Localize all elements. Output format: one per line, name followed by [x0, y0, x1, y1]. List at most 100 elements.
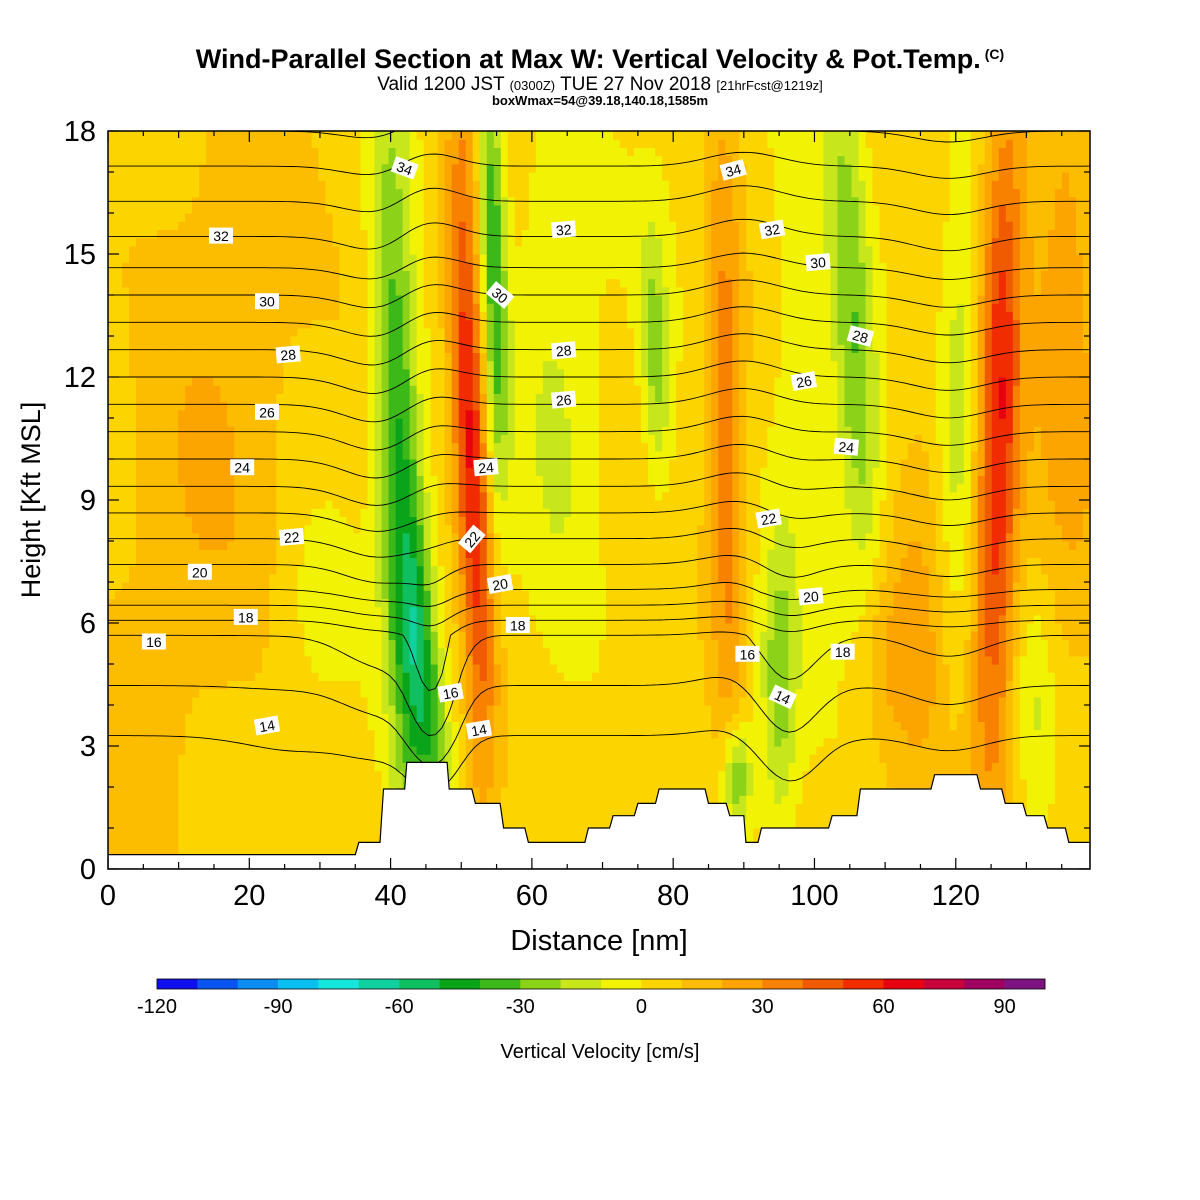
w-cell: [430, 254, 439, 263]
w-cell: [199, 524, 207, 534]
w-cell: [185, 590, 193, 599]
w-cell: [129, 491, 137, 501]
w-cell: [255, 131, 263, 140]
w-cell: [262, 565, 270, 575]
w-cell: [171, 598, 179, 608]
w-cell: [185, 491, 193, 501]
w-cell: [136, 377, 144, 386]
w-cell: [437, 385, 446, 394]
w-cell: [129, 245, 137, 255]
w-cell: [122, 655, 130, 665]
w-cell: [430, 139, 439, 148]
w-cell: [192, 549, 200, 558]
w-cell: [458, 696, 467, 706]
w-cell: [479, 286, 488, 296]
w-cell: [437, 532, 446, 542]
w-cell: [402, 680, 411, 690]
w-cell: [171, 459, 179, 468]
w-cell: [353, 139, 362, 148]
w-cell: [395, 319, 404, 329]
w-cell: [213, 541, 221, 550]
w-cell: [290, 368, 298, 378]
w-cell: [206, 385, 214, 394]
w-cell: [164, 746, 172, 755]
w-cell: [283, 286, 291, 296]
w-cell: [192, 327, 200, 337]
w-cell: [304, 549, 313, 558]
w-cell: [213, 172, 221, 181]
w-cell: [437, 721, 446, 731]
w-cell: [276, 196, 284, 206]
w-cell: [318, 819, 327, 829]
w-cell: [304, 196, 313, 206]
w-cell: [402, 713, 411, 722]
w-cell: [339, 344, 348, 353]
w-cell: [437, 409, 446, 419]
w-cell: [143, 688, 151, 698]
w-cell: [304, 541, 313, 550]
w-cell: [437, 196, 446, 206]
w-cell: [339, 729, 348, 739]
w-cell: [241, 139, 249, 148]
w-cell: [437, 139, 446, 148]
w-cell: [479, 311, 488, 321]
w-cell: [122, 721, 130, 731]
w-cell: [262, 819, 270, 829]
w-cell: [199, 172, 207, 181]
w-cell: [472, 688, 481, 698]
w-cell: [262, 795, 270, 804]
w-cell: [346, 483, 355, 493]
w-cell: [367, 828, 376, 837]
w-cell: [437, 582, 446, 591]
w-cell: [402, 221, 411, 230]
w-cell: [360, 196, 369, 206]
w-cell: [465, 475, 474, 485]
w-cell: [199, 475, 207, 485]
w-cell: [444, 713, 453, 722]
w-cell: [108, 278, 116, 288]
w-cell: [465, 614, 474, 624]
w-cell: [486, 213, 495, 222]
w-cell: [423, 442, 432, 452]
w-cell: [423, 705, 432, 714]
w-cell: [444, 336, 453, 345]
w-cell: [430, 655, 439, 665]
w-cell: [227, 713, 235, 722]
w-cell: [374, 368, 383, 378]
w-cell: [297, 303, 305, 312]
w-cell: [339, 442, 348, 452]
w-cell: [451, 393, 460, 403]
w-cell: [311, 409, 320, 419]
w-cell: [458, 303, 467, 312]
w-cell: [227, 155, 235, 165]
w-cell: [192, 155, 200, 165]
w-cell: [171, 295, 179, 304]
w-cell: [290, 844, 298, 854]
w-cell: [115, 549, 123, 558]
w-cell: [283, 147, 291, 157]
w-cell: [129, 467, 137, 476]
w-cell: [444, 664, 453, 673]
w-cell: [171, 270, 179, 280]
w-cell: [241, 319, 249, 329]
w-cell: [241, 811, 249, 821]
w-cell: [437, 475, 446, 485]
w-cell: [311, 557, 320, 567]
w-cell: [185, 557, 193, 567]
w-cell: [346, 803, 355, 813]
w-cell: [241, 754, 249, 763]
w-cell: [164, 221, 172, 230]
w-cell: [213, 327, 221, 337]
w-cell: [486, 303, 495, 312]
w-cell: [318, 754, 327, 763]
w-cell: [241, 393, 249, 403]
w-cell: [339, 229, 348, 239]
w-cell: [220, 557, 228, 567]
w-cell: [108, 532, 116, 542]
w-cell: [164, 163, 172, 173]
w-cell: [479, 409, 488, 419]
w-cell: [108, 762, 116, 772]
w-cell: [444, 131, 453, 140]
w-cell: [227, 655, 235, 665]
w-cell: [255, 483, 263, 493]
